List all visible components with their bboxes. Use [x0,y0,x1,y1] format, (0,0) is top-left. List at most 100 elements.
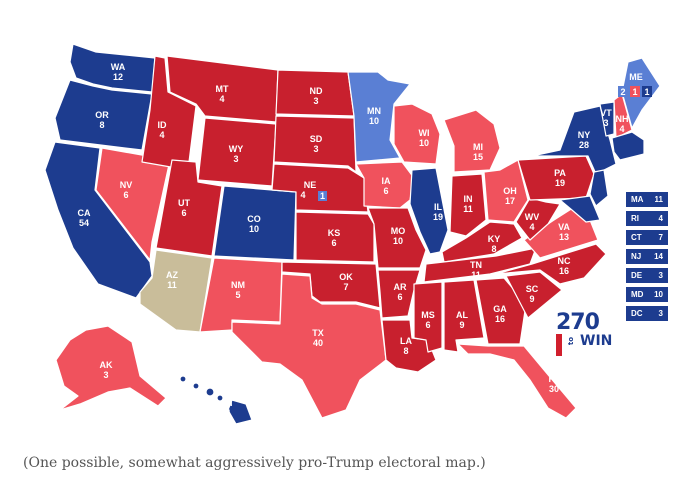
state-label-SC: SC 9 [526,284,539,304]
state-label-KY: KY 8 [488,234,501,254]
state-GA[interactable] [475,277,527,345]
small-state-CT[interactable]: CT 7 [626,230,668,245]
small-state-ev: 14 [654,252,663,261]
state-label-TX: TX 40 [312,328,324,348]
small-state-ev: 3 [658,271,663,280]
logo-win: WIN [580,333,613,349]
state-label-WI: WI 10 [419,128,430,148]
ne-cd2-badge [318,191,327,201]
state-UT[interactable] [155,159,223,257]
state-AL[interactable] [443,279,485,353]
state-label-NV: NV 6 [120,180,133,200]
me-cd1-value: 1 [644,87,649,97]
state-label-AK: AK 3 [100,360,113,380]
small-state-DE[interactable]: DE 3 [626,268,668,283]
state-label-SD: SD 3 [310,134,323,154]
state-label-AZ: AZ 11 [166,270,178,290]
state-ME[interactable] [621,57,661,129]
state-SD[interactable] [273,115,357,173]
state-label-WY: WY 3 [229,144,244,164]
state-label-NH: NH 4 [616,114,629,134]
state-SC[interactable] [505,271,563,319]
state-label-MT: MT 4 [216,84,229,104]
state-label-IL: IL 19 [433,202,443,222]
small-state-MD[interactable]: MD 10 [626,287,668,302]
state-label-VT: VT 3 [600,108,612,128]
state-label-AL: AL 9 [456,310,468,330]
state-label-TN: TN 11 [470,260,482,280]
small-state-abbr: NJ [631,252,642,261]
state-WA[interactable] [69,43,156,93]
state-label-WV: WV 4 [525,212,540,232]
state-label-NM: NM 5 [231,280,245,300]
small-state-abbr: RI [631,214,639,223]
state-IA[interactable] [355,161,415,209]
state-VT[interactable] [599,101,615,137]
me-statewide-value: 2 [620,87,625,97]
state-NM[interactable] [199,257,283,333]
state-MI[interactable] [443,109,501,173]
state-KS[interactable] [295,211,375,263]
small-state-ev: 3 [658,309,663,318]
me-statewide-badge [618,86,628,97]
small-state-ev: 10 [654,290,663,299]
caption: (One possible, somewhat aggressively pro… [23,455,486,471]
state-AR[interactable] [377,269,421,319]
state-NJ[interactable] [589,169,609,207]
state-label-AR: AR 6 [394,282,407,302]
ne-cd2-value: 1 [320,191,325,201]
small-state-abbr: MA [631,195,644,204]
state-MS[interactable] [413,281,443,353]
me-cd2-value: 1 [632,87,637,97]
state-label-ND: ND 3 [310,86,323,106]
state-label-FL: FL 30 [549,374,560,394]
state-HI[interactable] [179,375,253,425]
state-label-HI: HI 4 [224,398,233,418]
state-NY[interactable] [531,105,617,175]
state-New-England[interactable] [611,131,645,161]
state-label-NC: NC 16 [558,256,571,276]
state-DE-MD[interactable] [559,195,601,223]
state-PA[interactable] [517,155,595,201]
state-IL[interactable] [409,167,449,255]
state-OR[interactable] [54,79,153,151]
state-ID[interactable] [141,55,197,171]
state-label-OK: OK 7 [339,272,353,292]
state-CA[interactable] [44,141,153,299]
logo-number: 270 [556,310,600,335]
state-label-CA: CA 54 [78,208,91,228]
small-state-DC[interactable]: DC 3 [626,306,668,321]
state-AK[interactable] [55,325,167,411]
state-label-NE: NE 4 [300,180,316,200]
state-WI[interactable] [393,103,441,165]
state-label-IA: IA 6 [382,176,392,196]
state-AZ[interactable] [139,249,213,333]
small-state-RI[interactable]: RI 4 [626,211,668,226]
small-state-ev: 11 [654,195,663,204]
state-TX[interactable] [231,273,387,419]
logo-bar [556,334,562,356]
small-state-ev: 4 [658,214,663,223]
small-state-ev: 7 [658,233,663,242]
state-OH[interactable] [483,159,529,223]
state-label-WA: WA 12 [111,62,126,82]
state-IN[interactable] [449,173,487,237]
state-MN[interactable] [347,71,411,163]
state-label-ID: ID 4 [158,120,168,140]
state-OK[interactable] [281,261,381,309]
state-LA[interactable] [381,319,437,373]
state-MO[interactable] [367,207,427,269]
state-label-KS: KS 6 [328,228,341,248]
state-NC[interactable] [495,243,607,285]
state-NE[interactable] [271,163,369,213]
state-label-OR: OR 8 [95,110,109,130]
state-label-MN: MN 10 [367,106,381,126]
state-label-ME: ME [629,72,643,82]
small-state-MA[interactable]: MA 11 [626,192,668,207]
state-label-NY: NY 28 [578,130,591,150]
small-state-NJ[interactable]: NJ 14 [626,249,668,264]
small-state-abbr: DC [631,309,643,318]
small-state-abbr: MD [631,290,644,299]
state-FL[interactable] [457,343,577,419]
state-label-MO: MO 10 [391,226,406,246]
